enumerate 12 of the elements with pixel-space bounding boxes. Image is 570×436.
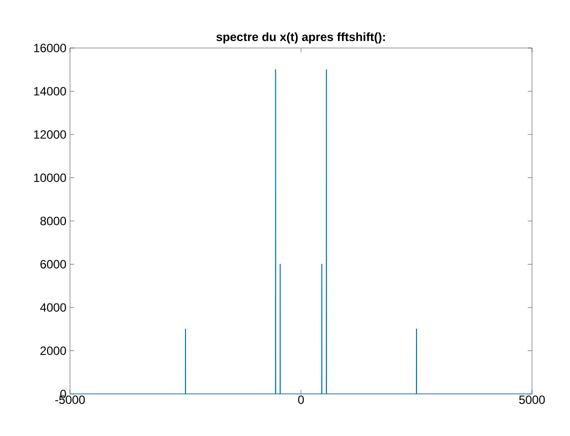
y-tick-label: 14000 [34,87,66,96]
x-tick-label: 0 [298,396,304,404]
y-tick-label: 6000 [40,260,66,268]
y-tick-label: 8000 [40,216,66,226]
y-tick-label: 4000 [40,303,66,312]
line-series [70,69,532,394]
x-tick-label: 5000 [519,396,545,404]
y-tick-label: 16000 [34,44,66,52]
chart-title: spectre du x(t) apres fftshift(): [216,32,385,44]
y-tick-label: 10000 [34,174,66,182]
y-tick-label: 12000 [34,130,66,139]
y-tick-label: 2000 [40,346,66,355]
